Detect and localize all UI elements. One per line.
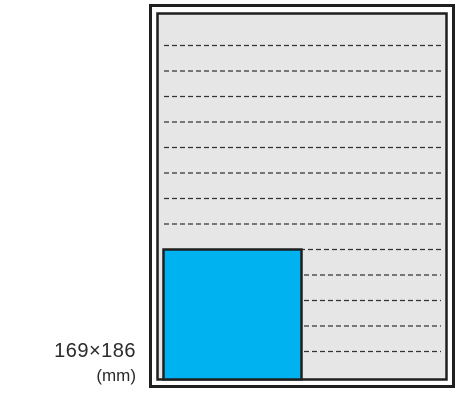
highlight-block xyxy=(162,248,303,381)
unit-label: (mm) xyxy=(96,366,136,385)
dimension-label: 169×186 xyxy=(54,340,136,362)
ruled-lines-beside-block xyxy=(304,274,441,353)
